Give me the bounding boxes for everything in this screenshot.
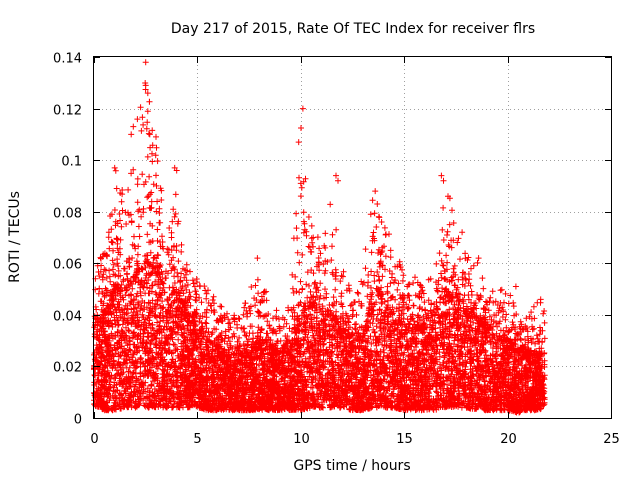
y-axis-title: ROTI / TECUs [7,191,23,283]
axis-ticks: 0 5 10 15 20 25 0 0.02 0.04 0.06 0.08 0.1 0.12 0.14 [53,52,620,448]
y-tick-label: 0 [74,413,82,428]
x-tick-label: 20 [500,432,517,447]
x-axis-title: GPS time / hours [293,458,410,474]
plot-frame [93,56,612,419]
y-tick-label: 0.12 [53,104,82,119]
y-tick-label: 0.1 [61,155,82,170]
x-tick-label: 0 [90,432,98,447]
y-tick-label: 0.06 [53,258,82,273]
grid [94,57,611,418]
roti-point-markers [91,59,548,416]
chart-title: Day 217 of 2015, Rate Of TEC Index for r… [171,21,535,37]
x-tick-label: 10 [293,432,310,447]
y-tick-label: 0.08 [53,207,82,222]
x-tick-label: 15 [396,432,413,447]
y-tick-label: 0.04 [53,310,82,325]
y-tick-label: 0.14 [53,52,82,67]
x-tick-label: 25 [603,432,620,447]
y-tick-label: 0.02 [53,361,82,376]
data-points [91,59,548,416]
x-tick-label: 5 [193,432,201,447]
